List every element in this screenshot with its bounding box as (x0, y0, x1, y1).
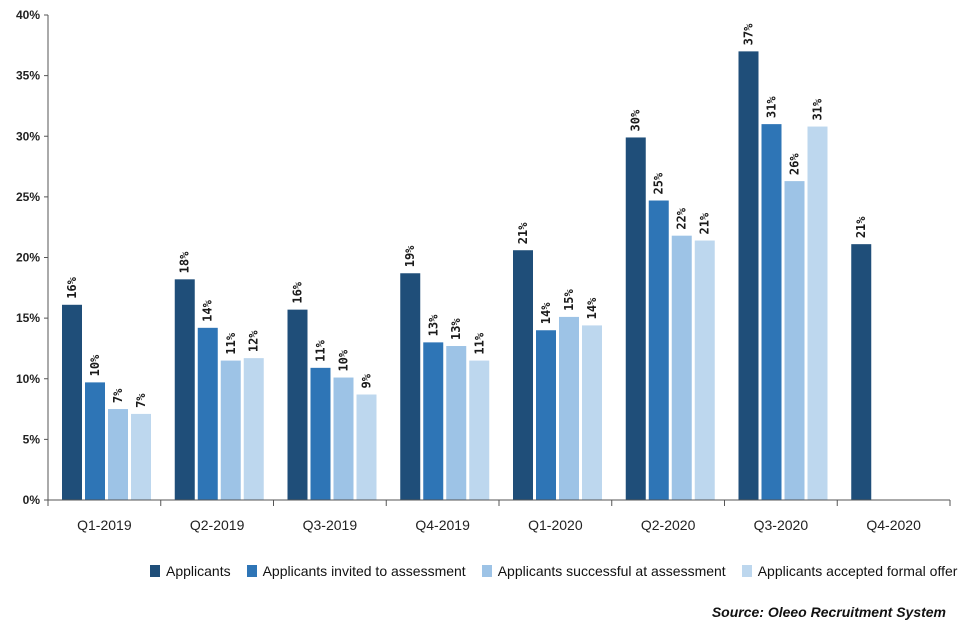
y-tick-label: 25% (16, 190, 40, 204)
data-label: 11% (224, 332, 238, 354)
data-label: 13% (426, 314, 440, 336)
legend-item: Applicants successful at assessment (481, 563, 726, 579)
x-tick-label: Q4-2020 (866, 517, 921, 533)
data-label: 7% (134, 393, 148, 408)
legend-item: Applicants (150, 563, 231, 579)
bar (738, 51, 759, 500)
data-label: 21% (516, 222, 530, 244)
data-label: 13% (449, 318, 463, 340)
legend: Applicants Applicants invited to assessme… (150, 563, 957, 579)
x-axis: Q1-2019 Q2-2019 Q3-2019 Q4-2019 Q1-2020 Q2-20… (47, 499, 951, 533)
y-tick-label: 30% (16, 129, 40, 143)
source-note: Source: Oleeo Recruitment System (711, 604, 946, 620)
data-label: 21% (698, 212, 712, 234)
data-label: 18% (178, 251, 192, 273)
bar-chart: 0%5%10%15%20%25%30%35%40% 16%10%7% 7%18%1… (16, 8, 951, 533)
data-label: 12% (247, 330, 261, 352)
bar (694, 240, 715, 500)
bar (85, 382, 105, 500)
bar (62, 304, 82, 500)
bar (513, 250, 533, 500)
legend-label: Applicants accepted formal offer (757, 563, 958, 579)
x-tick-label: Q4-2019 (415, 517, 470, 533)
x-tick-label: Q3-2019 (303, 517, 358, 533)
legend-label: Applicants (166, 563, 231, 579)
x-tick-label: Q2-2019 (190, 517, 245, 533)
data-label: 11% (472, 332, 486, 354)
data-label: 14% (539, 302, 553, 324)
legend-label: Applicants successful at assessment (497, 563, 726, 579)
legend-label: Applicants invited to assessment (262, 563, 466, 579)
data-label: 9% (360, 373, 374, 388)
bar (582, 325, 602, 500)
legend-item: Applicants invited to assessment (246, 563, 466, 579)
bar (174, 279, 195, 500)
legend-swatch (741, 565, 752, 577)
bar (625, 137, 646, 500)
data-label: 22% (675, 207, 689, 229)
bar (807, 126, 828, 501)
data-label: 31% (765, 96, 779, 118)
data-label: 10% (88, 354, 102, 376)
data-label: 10% (337, 349, 351, 371)
x-tick-label: Q3-2020 (754, 517, 809, 533)
legend-swatch (150, 565, 160, 577)
data-label: 37% (742, 23, 756, 45)
bars-group (62, 51, 872, 501)
data-label: 14% (201, 299, 215, 321)
data-labels-group: 16% 10% 7% 7% 18% 14% 11% 12% 16% 11% 10% 9% 19% 13% 1… (65, 23, 868, 408)
data-label: 16% (65, 276, 79, 298)
x-tick-label: Q2-2020 (641, 517, 696, 533)
bar (333, 377, 354, 500)
bar (784, 181, 805, 501)
data-label: 7% (111, 388, 125, 403)
bar (851, 244, 872, 500)
bar (310, 367, 331, 500)
data-label: 25% (652, 172, 666, 194)
bar (648, 200, 669, 500)
y-tick-label: 15% (16, 311, 40, 325)
y-tick-label: 10% (16, 372, 40, 386)
data-label: 31% (811, 98, 825, 120)
data-label: 30% (629, 109, 643, 131)
data-label: 21% (854, 216, 868, 238)
bar (243, 358, 264, 500)
data-label: 11% (314, 339, 328, 361)
bar (671, 235, 692, 501)
y-axis: 0% 5% 10% 15% 20% 25% 30% 35% 40% (16, 8, 49, 507)
y-tick-label: 0% (23, 493, 41, 507)
bar (559, 316, 579, 500)
x-tick-label: Q1-2019 (77, 517, 132, 533)
bar (536, 330, 556, 500)
legend-swatch (481, 565, 492, 577)
bar (469, 360, 490, 500)
data-label: 26% (788, 153, 802, 175)
y-tick-label: 5% (23, 432, 41, 446)
y-tick-label: 35% (16, 69, 40, 83)
bar (446, 346, 467, 500)
legend-swatch (246, 565, 257, 577)
data-label: 14% (585, 297, 599, 319)
legend-item: Applicants accepted formal offer (741, 563, 958, 579)
bar (287, 309, 308, 500)
x-tick-label: Q1-2020 (528, 517, 583, 533)
data-label: 15% (562, 288, 576, 310)
bar (400, 273, 421, 500)
bar (761, 124, 782, 500)
bar (220, 360, 241, 500)
bar (131, 413, 151, 500)
data-label: 16% (291, 281, 305, 303)
bar (108, 409, 128, 500)
y-tick-label: 20% (16, 251, 40, 265)
y-tick-label: 40% (16, 8, 40, 22)
bar (197, 327, 218, 500)
bar (423, 342, 444, 500)
bar (356, 394, 377, 500)
data-label: 19% (403, 245, 417, 267)
